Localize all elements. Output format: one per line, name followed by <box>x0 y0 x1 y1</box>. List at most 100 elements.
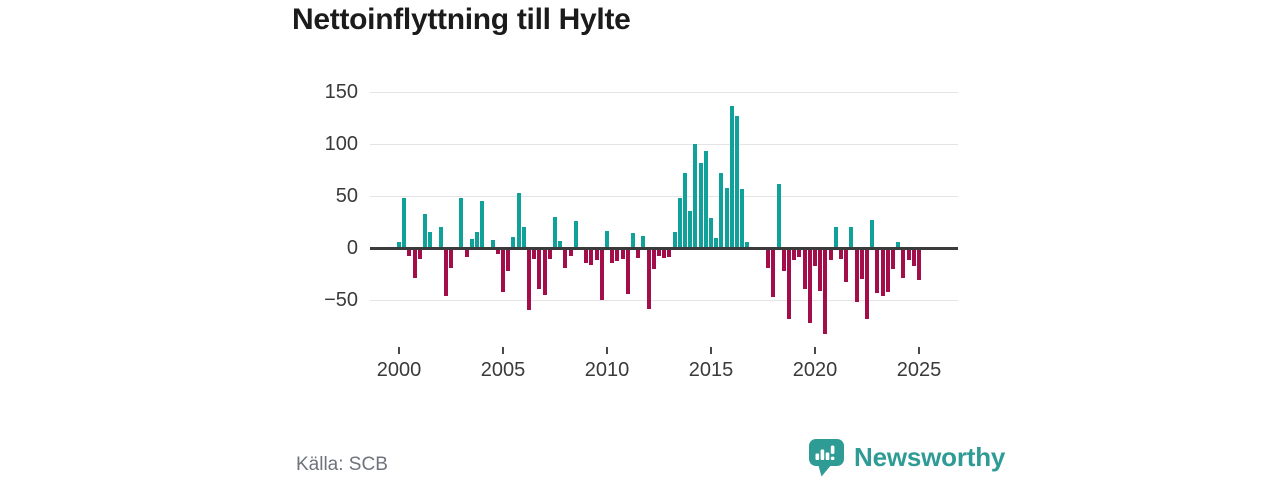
bar <box>438 227 443 248</box>
x-tick-mark <box>918 347 920 354</box>
x-tick-label: 2000 <box>376 359 422 381</box>
x-tick-label: 2005 <box>480 359 526 381</box>
bar <box>459 198 464 248</box>
x-tick-mark <box>398 347 400 354</box>
bar <box>802 249 807 289</box>
bar <box>823 249 828 335</box>
bar <box>693 144 698 248</box>
bar <box>402 198 407 248</box>
x-tick-mark <box>814 347 816 354</box>
bar <box>599 249 604 300</box>
y-tick-label: −50 <box>324 289 358 311</box>
bar <box>828 249 833 261</box>
bar <box>792 249 797 261</box>
bar <box>833 227 838 248</box>
bar <box>516 192 521 248</box>
bar <box>839 249 843 260</box>
bar <box>865 249 869 319</box>
bar <box>620 249 625 260</box>
bar <box>891 249 895 269</box>
bar <box>443 249 448 296</box>
bar <box>917 249 921 281</box>
x-tick-mark <box>606 347 608 354</box>
gridline--50 <box>370 300 958 301</box>
newsworthy-logo: Newsworthy <box>808 438 1005 477</box>
bar <box>428 232 433 248</box>
bar <box>813 249 817 266</box>
bar <box>521 227 526 248</box>
bar <box>412 249 417 279</box>
bar <box>729 105 734 248</box>
y-tick-label: 100 <box>324 133 358 155</box>
bar <box>844 249 849 283</box>
x-tick-label: 2025 <box>896 359 942 381</box>
bar <box>469 238 474 248</box>
bar <box>563 249 568 268</box>
bar <box>911 249 916 266</box>
bar <box>547 249 552 260</box>
bar <box>854 249 859 303</box>
bar <box>688 210 693 248</box>
bar <box>703 151 708 248</box>
bar <box>651 249 656 269</box>
bar <box>709 217 713 248</box>
bar <box>449 249 453 268</box>
bar <box>542 249 547 295</box>
x-tick-label: 2020 <box>792 359 838 381</box>
bar <box>906 249 911 261</box>
bar <box>901 249 906 279</box>
bar <box>553 216 557 248</box>
bar <box>631 233 635 248</box>
bar <box>594 249 599 261</box>
bar <box>870 219 875 248</box>
bar <box>417 249 422 260</box>
bar <box>662 249 667 259</box>
bar <box>501 249 505 292</box>
bar <box>610 249 615 263</box>
bar <box>698 162 703 248</box>
bar <box>573 220 578 248</box>
bar <box>781 249 786 271</box>
x-tick-mark <box>710 347 712 354</box>
bar <box>740 188 745 248</box>
bar <box>423 213 427 248</box>
bar <box>885 249 890 292</box>
x-tick-label: 2015 <box>688 359 734 381</box>
y-tick-label: 0 <box>346 237 358 259</box>
bar <box>558 240 563 248</box>
bar <box>475 232 479 248</box>
page-title: Nettoinflyttning till Hylte <box>292 3 631 36</box>
gridline-100 <box>370 144 958 145</box>
newsworthy-wordmark: Newsworthy <box>854 442 1006 472</box>
bar <box>641 235 646 248</box>
bar <box>615 249 620 262</box>
bar <box>464 249 469 258</box>
bar <box>745 241 750 248</box>
zero-axis-line <box>370 247 958 250</box>
bar <box>880 249 885 296</box>
y-tick-label: 50 <box>335 185 358 207</box>
bar <box>771 249 776 297</box>
gridline-50 <box>370 196 958 197</box>
bar <box>397 241 401 248</box>
bar <box>797 249 802 258</box>
bar <box>714 237 719 248</box>
bar <box>589 249 594 265</box>
bar <box>605 231 609 248</box>
bar <box>532 249 537 260</box>
bar <box>818 249 823 291</box>
x-tick-mark <box>502 347 504 354</box>
bar <box>646 249 651 310</box>
gridline-150 <box>370 92 958 93</box>
bar <box>584 249 589 263</box>
source-label: Källa: SCB <box>296 454 388 475</box>
bar <box>511 236 516 248</box>
bar <box>896 241 901 248</box>
bar <box>677 198 682 248</box>
bar <box>683 173 687 248</box>
bar <box>849 227 854 248</box>
bar <box>527 249 531 311</box>
bar <box>667 249 672 258</box>
